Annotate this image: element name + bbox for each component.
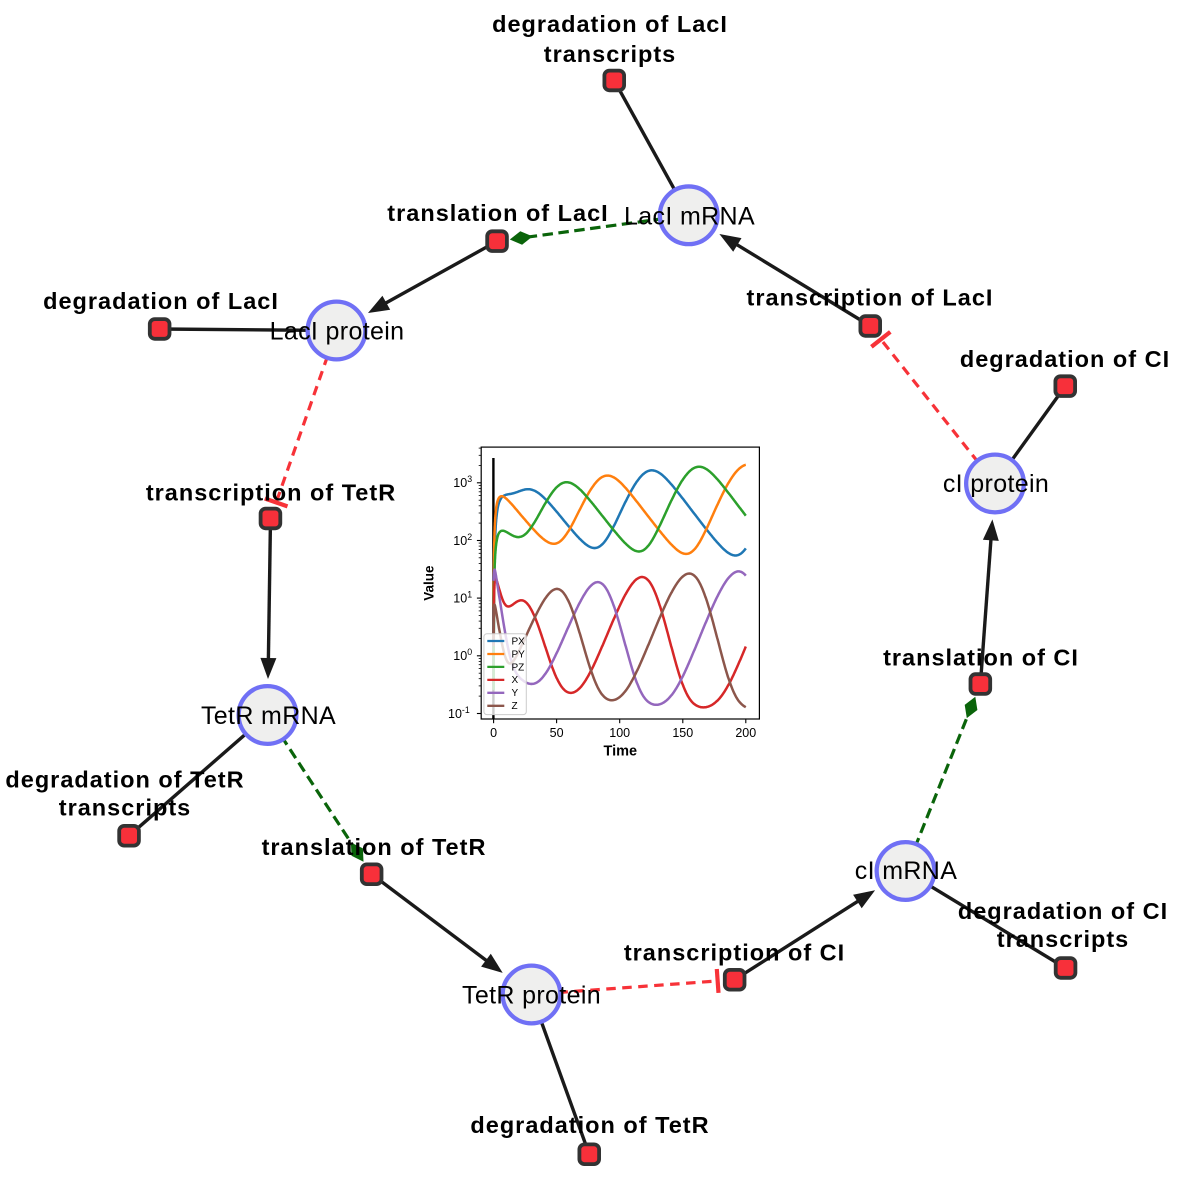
svg-text:100: 100 bbox=[609, 726, 630, 740]
svg-text:degradation of TetR: degradation of TetR bbox=[470, 1112, 709, 1138]
svg-text:LacI protein: LacI protein bbox=[270, 317, 405, 345]
svg-text:TetR protein: TetR protein bbox=[462, 981, 601, 1009]
svg-text:0: 0 bbox=[490, 726, 497, 740]
svg-text:transcription of LacI: transcription of LacI bbox=[747, 285, 994, 311]
svg-text:transcription of TetR: transcription of TetR bbox=[146, 480, 396, 506]
svg-text:103: 103 bbox=[453, 474, 472, 490]
svg-text:degradation of CI: degradation of CI bbox=[958, 898, 1168, 924]
svg-text:cI mRNA: cI mRNA bbox=[855, 857, 957, 885]
svg-text:degradation of LacI: degradation of LacI bbox=[43, 288, 279, 314]
svg-text:Time: Time bbox=[604, 744, 638, 760]
svg-text:TetR mRNA: TetR mRNA bbox=[201, 702, 336, 730]
svg-text:translation of TetR: translation of TetR bbox=[262, 834, 487, 860]
svg-text:Value: Value bbox=[422, 565, 437, 601]
svg-text:10-1: 10-1 bbox=[448, 705, 470, 721]
svg-text:150: 150 bbox=[672, 726, 693, 740]
svg-text:transcripts: transcripts bbox=[997, 926, 1129, 952]
svg-text:101: 101 bbox=[453, 589, 472, 605]
svg-text:PY: PY bbox=[512, 649, 526, 660]
svg-text:degradation of CI: degradation of CI bbox=[960, 346, 1170, 372]
svg-text:transcription of CI: transcription of CI bbox=[624, 940, 845, 966]
svg-text:cI protein: cI protein bbox=[943, 470, 1049, 498]
svg-text:X: X bbox=[512, 675, 519, 686]
svg-text:50: 50 bbox=[550, 726, 564, 740]
svg-text:translation of LacI: translation of LacI bbox=[387, 200, 608, 226]
svg-text:Y: Y bbox=[512, 688, 519, 699]
svg-text:degradation of LacI: degradation of LacI bbox=[492, 11, 728, 37]
svg-text:PZ: PZ bbox=[512, 662, 525, 673]
svg-text:translation of CI: translation of CI bbox=[883, 645, 1079, 671]
svg-text:transcripts: transcripts bbox=[544, 41, 676, 67]
svg-text:100: 100 bbox=[453, 647, 472, 663]
svg-text:200: 200 bbox=[735, 726, 756, 740]
svg-text:transcripts: transcripts bbox=[59, 795, 191, 821]
svg-text:LacI mRNA: LacI mRNA bbox=[624, 202, 755, 230]
svg-text:PX: PX bbox=[512, 636, 526, 647]
svg-text:Z: Z bbox=[512, 701, 518, 712]
svg-text:degradation of TetR: degradation of TetR bbox=[5, 767, 244, 793]
svg-text:102: 102 bbox=[453, 532, 472, 548]
